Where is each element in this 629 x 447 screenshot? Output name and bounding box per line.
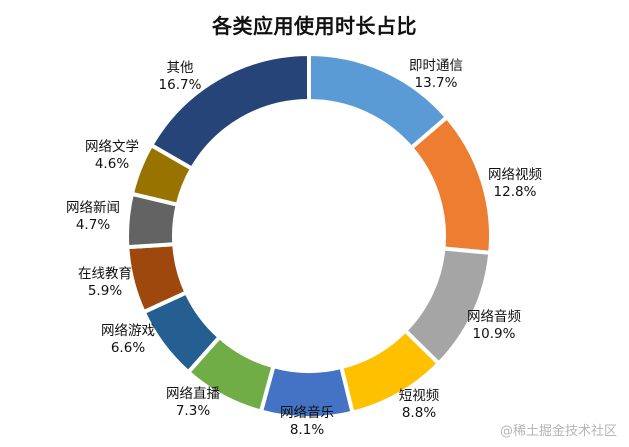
donut-slice (148, 51, 311, 172)
donut-slices (125, 51, 493, 420)
watermark: @稀土掘金技术社区 (499, 424, 617, 439)
data-label: 网络新闻 4.7% (66, 200, 120, 233)
data-label: 网络音频 10.9% (467, 309, 521, 342)
data-label: 网络文学 4.6% (85, 139, 139, 172)
data-label: 网络音乐 8.1% (280, 405, 334, 438)
data-label: 在线教育 5.9% (78, 266, 132, 299)
data-label: 网络视频 12.8% (488, 167, 542, 200)
data-label: 即时通信 13.7% (409, 58, 463, 91)
data-label: 网络游戏 6.6% (101, 323, 155, 356)
data-label: 短视频 8.8% (398, 388, 440, 421)
donut-slice (408, 114, 493, 256)
data-label: 网络直播 7.3% (166, 386, 220, 419)
chart-title: 各类应用使用时长占比 (212, 14, 417, 38)
data-label: 其他 16.7% (158, 60, 202, 93)
